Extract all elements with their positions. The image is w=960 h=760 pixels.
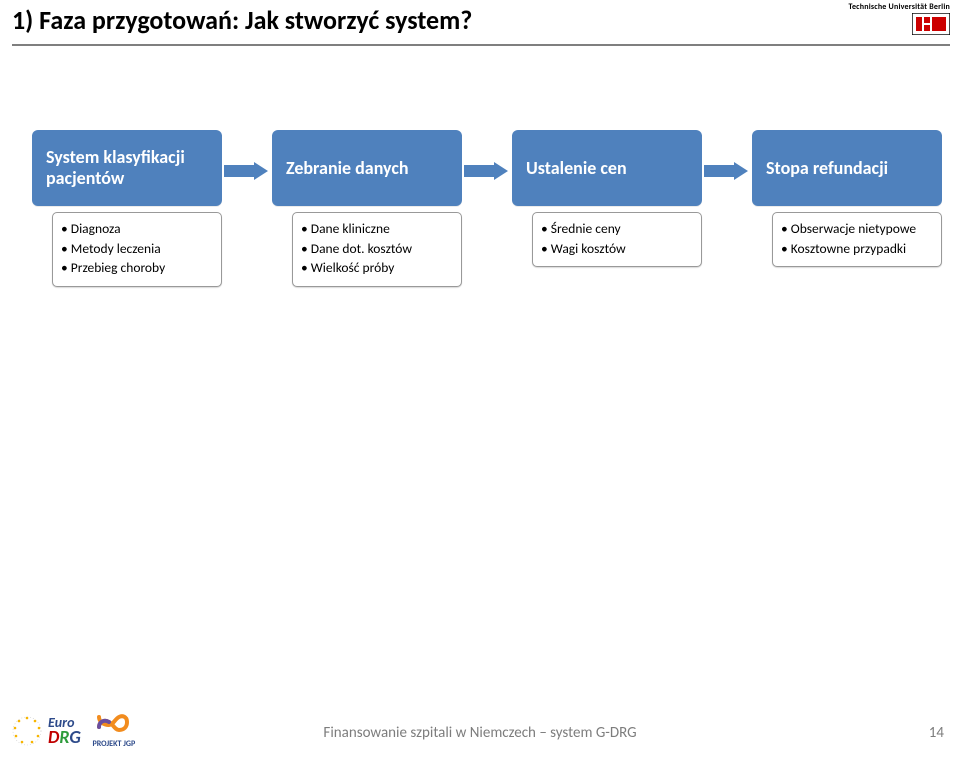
flow-bullet: Przebieg choroby	[61, 258, 213, 278]
flow-stage-details: DiagnozaMetody leczeniaPrzebieg choroby	[52, 212, 222, 287]
flow-stage-details: Obserwacje nietypoweKosztowne przypadki	[772, 212, 942, 267]
slide-title: 1) Faza przygotowań: Jak stworzyć system…	[12, 4, 472, 36]
flow-bullet: Dane dot. kosztów	[301, 239, 453, 259]
flow-bullet: Metody leczenia	[61, 239, 213, 259]
tu-berlin-logo: Technische Universität Berlin	[848, 2, 950, 40]
footer-caption: Finansowanie szpitali w Niemczech – syst…	[0, 724, 960, 742]
slide-footer: Euro DRG PROJEKT JGP Finansowanie szpita…	[0, 688, 960, 748]
flow-bullet: Wagi kosztów	[541, 239, 693, 259]
flow-stage-head: Ustalenie cen	[512, 130, 702, 206]
flow-stage-head: Stopa refundacji	[752, 130, 942, 206]
header-divider	[12, 44, 950, 46]
flow-column: Zebranie danychDane kliniczneDane dot. k…	[272, 130, 462, 287]
flow-bullet: Kosztowne przypadki	[781, 239, 933, 259]
flow-stage-details: Dane kliniczneDane dot. kosztówWielkość …	[292, 212, 462, 287]
flow-arrow-icon	[224, 162, 264, 178]
flow-column: Ustalenie cen Średnie cenyWagi kosztów	[512, 130, 702, 267]
flow-bullet: Średnie ceny	[541, 219, 693, 239]
flow-stage-head: System klasyfikacji pacjentów	[32, 130, 222, 206]
slide-header: 1) Faza przygotowań: Jak stworzyć system…	[0, 0, 960, 56]
flow-bullet: Dane kliniczne	[301, 219, 453, 239]
flow-arrow-icon	[704, 162, 744, 178]
tu-berlin-mark-icon	[912, 13, 950, 40]
flow-column: Stopa refundacji Obserwacje nietypoweKosz…	[752, 130, 942, 267]
flow-bullet: Obserwacje nietypowe	[781, 219, 933, 239]
flow-arrow-icon	[464, 162, 504, 178]
flow-stage-details: Średnie cenyWagi kosztów	[532, 212, 702, 267]
flow-stage-head: Zebranie danych	[272, 130, 462, 206]
tu-berlin-label: Technische Universität Berlin	[848, 2, 950, 12]
flow-column: System klasyfikacji pacjentówDiagnozaMet…	[32, 130, 222, 287]
page-number: 14	[929, 724, 944, 742]
flow-bullet: Wielkość próby	[301, 258, 453, 278]
flow-bullet: Diagnoza	[61, 219, 213, 239]
